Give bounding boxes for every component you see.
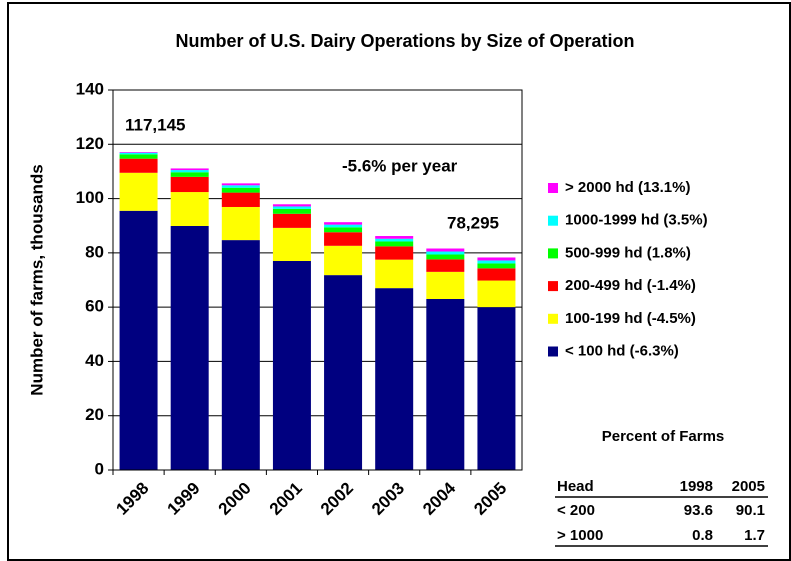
chart-title: Number of U.S. Dairy Operations by Size … <box>175 31 634 51</box>
legend-label: 1000-1999 hd (3.5%) <box>565 212 708 229</box>
bar-segment <box>375 241 414 247</box>
bar-segment <box>119 154 158 159</box>
bar-segment <box>119 152 158 153</box>
x-tick-label: 2003 <box>368 479 408 519</box>
frame <box>7 2 791 561</box>
legend-swatch <box>548 281 558 292</box>
y-tick-label: 80 <box>85 242 104 261</box>
y-tick-label: 40 <box>85 351 104 370</box>
bar-segment <box>272 204 311 207</box>
legend-label: > 2000 hd (13.1%) <box>565 179 690 196</box>
legend-swatch <box>548 248 558 259</box>
table-cell: > 1000 <box>557 527 603 544</box>
y-tick-label: 0 <box>95 459 104 478</box>
bar-segment <box>426 259 465 272</box>
y-tick-label: 140 <box>76 79 104 98</box>
bar-segment <box>375 236 414 239</box>
bar-segment <box>272 206 311 209</box>
legend-swatch <box>548 183 558 193</box>
bar-segment <box>119 158 158 173</box>
bar-segment <box>324 275 363 470</box>
bar-segment <box>119 152 158 155</box>
table-header: 1998 <box>680 478 713 495</box>
table-cell: < 200 <box>557 502 595 519</box>
bar-segment <box>170 172 209 177</box>
bar-segment <box>119 172 158 211</box>
bar-segment <box>221 185 260 188</box>
bar-segment <box>375 246 414 260</box>
legend-swatch <box>548 313 558 324</box>
bar-segment <box>426 251 465 255</box>
legend-label: 100-199 hd (-4.5%) <box>565 310 696 327</box>
bar-segment <box>375 259 414 289</box>
bar-segment <box>375 238 414 242</box>
bar-segment <box>324 245 363 276</box>
bar-segment <box>324 232 363 246</box>
bar-segment <box>119 210 158 471</box>
bar-segment <box>477 307 516 470</box>
bar-segment <box>272 213 311 228</box>
bar-segment <box>170 192 209 226</box>
legend-label: < 100 hd (-6.3%) <box>565 342 679 359</box>
table-title: Percent of Farms <box>602 428 725 445</box>
bar-segment <box>426 271 465 299</box>
bar-segment <box>170 225 209 470</box>
x-tick-label: 1999 <box>164 479 204 519</box>
bar-segment <box>170 176 209 193</box>
bar-segment <box>324 227 363 233</box>
bar-segment <box>272 261 311 470</box>
bar-segment <box>477 280 516 308</box>
y-tick-label: 60 <box>85 297 104 316</box>
bar-segment <box>426 254 465 260</box>
table-cell: 93.6 <box>684 502 713 519</box>
y-tick-label: 100 <box>76 188 104 207</box>
bar-segment <box>272 208 311 214</box>
bar-segment <box>221 187 260 193</box>
table-header: 2005 <box>732 478 765 495</box>
bar-segment <box>221 183 260 186</box>
table-cell: 90.1 <box>736 502 765 519</box>
annotation: 78,295 <box>447 213 499 232</box>
x-tick-label: 1998 <box>112 479 152 519</box>
table-header: Head <box>557 478 594 495</box>
x-tick-label: 2001 <box>266 479 306 519</box>
bar-segment <box>477 268 516 281</box>
bar-segment <box>221 192 260 207</box>
y-tick-label: 120 <box>76 134 104 153</box>
bar-segment <box>477 257 516 261</box>
annotation: 117,145 <box>125 115 186 134</box>
bar-segment <box>170 170 209 173</box>
x-tick-label: 2005 <box>470 479 510 519</box>
bar-segment <box>426 248 465 252</box>
legend-label: 500-999 hd (1.8%) <box>565 244 691 261</box>
bar-segment <box>170 168 209 171</box>
bar-segment <box>477 260 516 264</box>
legend-swatch <box>548 346 558 357</box>
bar-segment <box>272 227 311 261</box>
legend-swatch <box>548 215 558 226</box>
bar-segment <box>324 222 363 225</box>
y-tick-label: 20 <box>85 405 104 424</box>
bar-segment <box>375 288 414 470</box>
x-tick-label: 2004 <box>419 478 460 519</box>
table-cell: 0.8 <box>692 527 713 544</box>
bar-segment <box>324 224 363 228</box>
legend-label: 200-499 hd (-1.4%) <box>565 277 696 294</box>
table-cell: 1.7 <box>744 527 765 544</box>
bar-segment <box>426 299 465 470</box>
y-axis-label: Number of farms, thousands <box>27 164 46 395</box>
annotation: -5.6% per year <box>342 156 458 175</box>
bar-segment <box>221 206 260 241</box>
x-tick-label: 2002 <box>317 479 357 519</box>
bar-segment <box>221 240 260 470</box>
bar-segment <box>477 263 516 269</box>
x-tick-label: 2000 <box>215 479 255 519</box>
